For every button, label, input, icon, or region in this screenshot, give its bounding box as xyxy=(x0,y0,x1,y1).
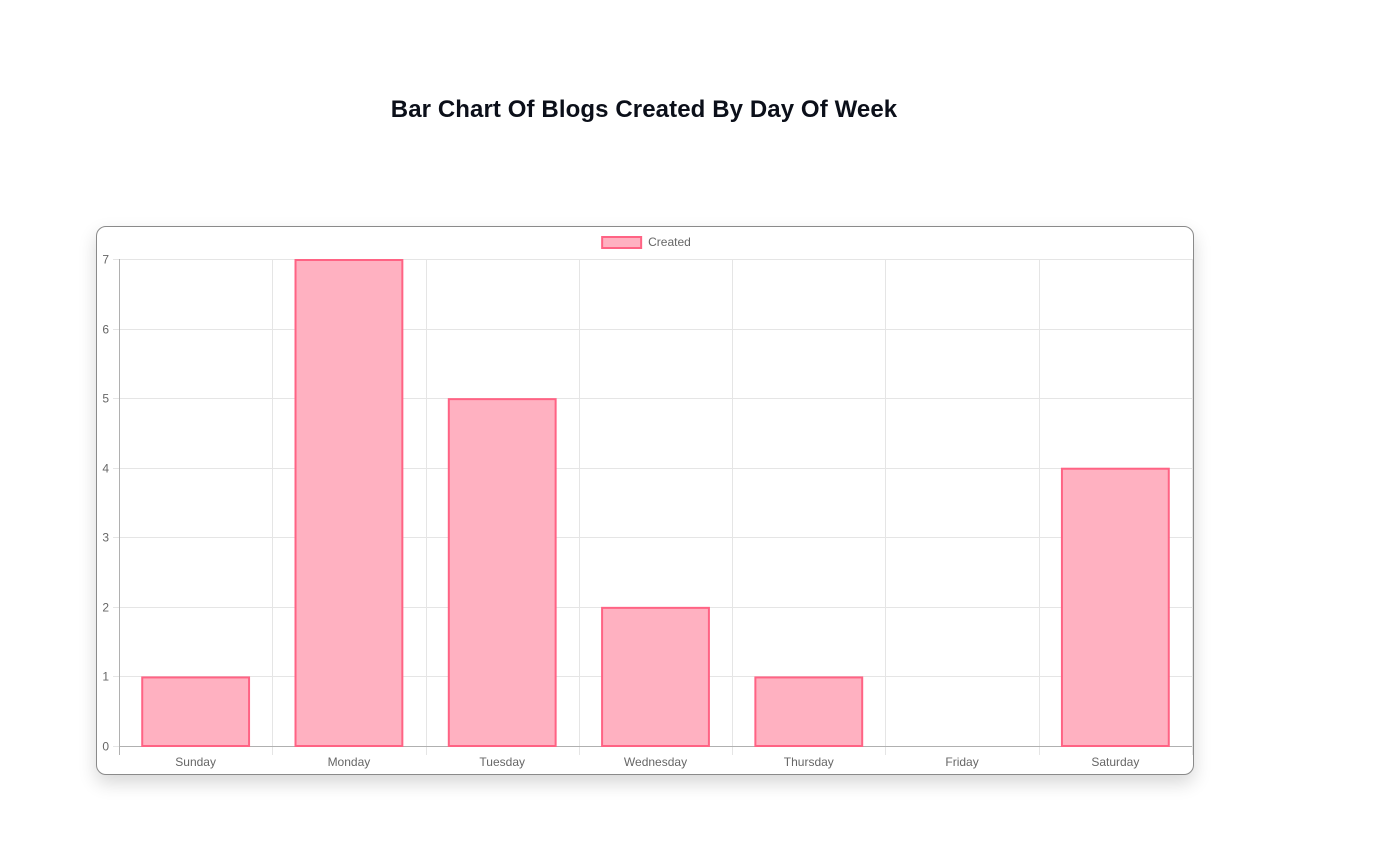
bar-chart: 0 1 2 3 4 5 6 7 Sunday Monday Tuesday Wednesday Thu… xyxy=(102,235,1193,769)
legend-label[interactable]: Created xyxy=(648,235,691,249)
y-tick-label: 1 xyxy=(102,670,109,684)
bar-saturday[interactable] xyxy=(1060,467,1170,747)
x-tick-label: Monday xyxy=(328,755,371,769)
x-tick-label: Friday xyxy=(945,755,978,769)
x-tick-label: Wednesday xyxy=(624,755,687,769)
y-tick-label: 0 xyxy=(102,740,109,754)
y-tick-label: 2 xyxy=(102,601,109,615)
y-tick-label: 4 xyxy=(102,462,109,476)
x-tick-label: Tuesday xyxy=(479,755,525,769)
y-tick-label: 5 xyxy=(102,392,109,406)
bar-tuesday[interactable] xyxy=(447,398,557,747)
x-tick-label: Thursday xyxy=(784,755,834,769)
legend[interactable]: Created xyxy=(601,235,691,249)
x-tick-labels: Sunday Monday Tuesday Wednesday Thursday Frid… xyxy=(175,755,1139,769)
bar-monday[interactable] xyxy=(294,259,404,747)
y-tick-label: 6 xyxy=(102,323,109,337)
y-tick-labels: 0 1 2 3 4 5 6 7 xyxy=(102,253,109,754)
bar-thursday[interactable] xyxy=(754,676,864,748)
page-title: Bar Chart Of Blogs Created By Day Of Wee… xyxy=(390,96,898,123)
y-tick-label: 7 xyxy=(102,253,109,267)
bar-sunday[interactable] xyxy=(141,676,251,748)
legend-swatch[interactable] xyxy=(601,236,643,249)
chart-card: 0 1 2 3 4 5 6 7 Sunday Monday Tuesday Wednesday Thu… xyxy=(96,226,1194,775)
x-tick-label: Sunday xyxy=(175,755,216,769)
bar-wednesday[interactable] xyxy=(601,606,710,747)
x-tick-label: Saturday xyxy=(1091,755,1139,769)
y-tick-label: 3 xyxy=(102,531,109,545)
bars xyxy=(141,259,1170,748)
